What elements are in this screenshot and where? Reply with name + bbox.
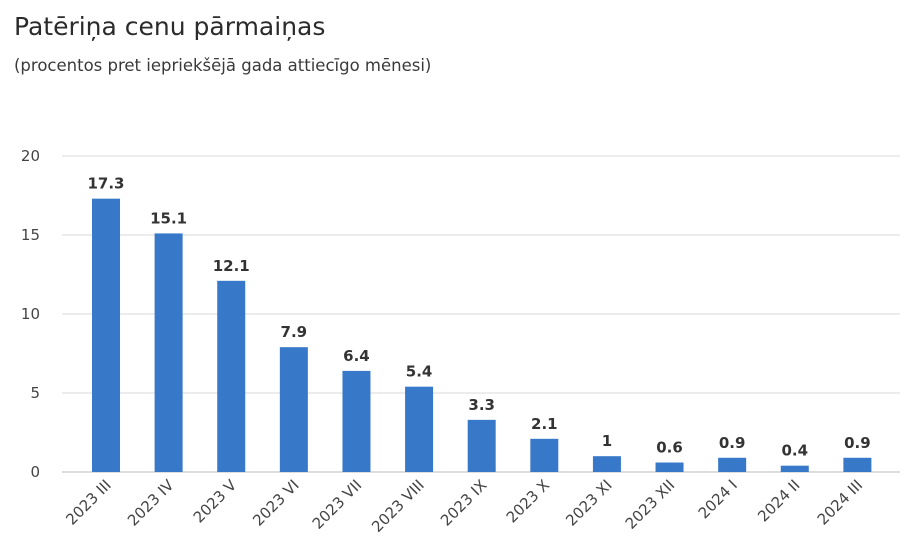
chart-subtitle: (procentos pret iepriekšējā gada attiecī… — [14, 56, 432, 75]
y-tick-label: 15 — [21, 226, 40, 244]
data-label: 15.1 — [150, 209, 187, 227]
x-tick-label: 2023 IX — [437, 476, 490, 529]
bar — [718, 457, 747, 472]
data-label: 0.9 — [844, 434, 871, 452]
data-label: 3.3 — [468, 396, 495, 414]
y-axis-ticks: 0 5 10 15 20 — [21, 147, 40, 481]
x-tick-label: 2024 II — [754, 476, 803, 525]
bar — [92, 198, 120, 472]
x-tick-label: 2023 XII — [622, 476, 679, 533]
y-tick-label: 10 — [21, 305, 40, 323]
x-tick-label: 2023 V — [190, 476, 241, 527]
x-tick-label: 2023 IV — [124, 476, 178, 530]
bar — [217, 280, 246, 472]
x-tick-label: 2023 X — [503, 476, 553, 526]
data-labels: 17.3 15.1 12.1 7.9 6.4 5.4 3.3 2.1 1 0.6 0.9 0.4 0.9 — [87, 175, 870, 460]
bar — [592, 456, 621, 472]
bar — [405, 386, 434, 472]
y-tick-label: 20 — [21, 147, 40, 165]
x-axis-ticks: 2023 III 2023 IV 2023 V 2023 VI 2023 VII 2023… — [62, 476, 866, 536]
data-label: 1 — [602, 432, 612, 450]
bar — [530, 438, 559, 472]
data-label: 5.4 — [406, 363, 433, 381]
data-label: 0.9 — [719, 434, 746, 452]
bar — [154, 233, 183, 472]
bar — [342, 370, 371, 472]
bar — [780, 465, 809, 472]
x-tick-label: 2023 III — [62, 476, 114, 528]
data-label: 7.9 — [281, 323, 308, 341]
data-label: 12.1 — [213, 257, 250, 275]
x-tick-label: 2024 III — [814, 476, 866, 528]
data-label: 0.6 — [656, 439, 683, 457]
x-tick-label: 2023 XI — [562, 476, 615, 529]
chart-title: Patēriņa cenu pārmaiņas — [14, 12, 326, 41]
bar — [843, 457, 872, 472]
y-tick-label: 5 — [30, 384, 40, 402]
data-label: 17.3 — [87, 175, 124, 193]
data-label: 0.4 — [781, 442, 808, 460]
data-label: 2.1 — [531, 415, 558, 433]
x-tick-label: 2023 VII — [309, 476, 366, 533]
bar — [279, 347, 308, 472]
x-tick-label: 2024 I — [695, 476, 741, 522]
bars — [92, 198, 872, 472]
x-tick-label: 2023 VI — [249, 476, 302, 529]
x-tick-label: 2023 VIII — [368, 476, 428, 536]
bar — [655, 462, 684, 472]
data-label: 6.4 — [343, 347, 370, 365]
bar — [467, 419, 496, 472]
y-tick-label: 0 — [30, 463, 40, 481]
